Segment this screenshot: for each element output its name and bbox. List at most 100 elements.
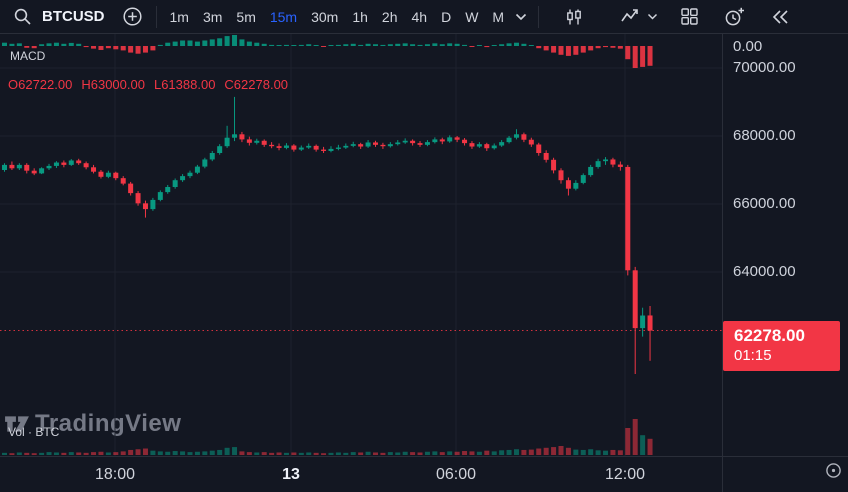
price-axis-label: 64000.00 [733,263,796,280]
chart-pane[interactable]: TradingView MACD O62722.00 H63000.00 L61… [0,34,722,456]
macd-histogram-bar [521,43,527,46]
macd-histogram-bar [180,40,186,46]
timeframe-4h[interactable]: 4h [404,5,434,29]
indicators-icon[interactable] [617,4,644,29]
volume-bar [462,451,468,455]
candle-body [239,134,245,140]
macd-histogram-bar [603,46,609,48]
axis-corner-border [722,457,723,492]
candle-body [610,159,616,165]
volume-bar [217,449,223,455]
layout-grid-icon[interactable] [677,4,702,29]
candle-body [313,145,319,150]
macd-histogram-bar [647,46,653,66]
candle-body [254,140,260,143]
candle-body [9,164,15,169]
search-icon[interactable] [10,4,35,29]
volume-bar [432,451,438,455]
macd-histogram-bar [328,45,334,46]
volume-bar [402,451,408,455]
volume-bar [98,451,104,455]
replay-rewind-icon[interactable] [767,5,793,29]
candle-body [588,166,594,176]
timeframe-M[interactable]: M [485,5,511,29]
time-axis-label: 18:00 [94,466,136,483]
macd-histogram-bar [513,42,519,46]
candle-body [558,170,564,181]
macd-histogram-bar [350,43,356,46]
timeframe-30m[interactable]: 30m [304,5,345,29]
timeframe-2h[interactable]: 2h [375,5,405,29]
volume-bar [543,447,549,455]
candle-body [76,160,82,164]
chevron-down-icon[interactable] [644,10,661,23]
timeframe-W[interactable]: W [458,5,485,29]
macd-histogram-bar [387,44,393,46]
volume-bar [276,452,282,455]
plus-circle-icon[interactable] [119,3,146,30]
candle-body [232,134,238,138]
macd-histogram-bar [565,46,571,56]
macd-histogram-bar [31,46,37,49]
volume-bar [172,451,178,455]
volume-bar [180,451,186,455]
candle-body [343,145,349,148]
candle-body [172,180,178,187]
candle-body [358,144,364,147]
volume-bar [410,452,416,455]
candle-body [202,159,208,167]
candle-body [187,172,193,177]
time-axis[interactable]: 18:00 13 06:00 12:00 [0,456,848,492]
macd-histogram-bar [224,36,230,46]
chart-canvas[interactable] [0,34,722,456]
candles-style-icon[interactable] [561,4,587,30]
macd-histogram-bar [269,44,275,46]
symbol-name[interactable]: BTCUSD [42,8,105,25]
macd-histogram-bar [402,43,408,46]
price-axis-label: 66000.00 [733,195,796,212]
macd-histogram-bar [343,44,349,46]
timeframe-3m[interactable]: 3m [196,5,229,29]
volume-indicator-label[interactable]: Vol · BTC [8,425,60,439]
price-scale[interactable]: 0.00 70000.00 68000.00 66000.00 64000.00 62… [722,34,848,456]
candle-body [565,180,571,189]
timeframe-1h[interactable]: 1h [345,5,375,29]
candle-body [365,142,371,147]
volume-bar [573,449,579,455]
volume-bar [365,451,371,455]
volume-bar [513,449,519,455]
volume-bar [395,452,401,455]
candle-body [209,153,215,160]
volume-bar [135,449,141,455]
macd-histogram-bar [98,46,104,50]
chevron-down-icon[interactable] [512,10,530,24]
timeframe-1m[interactable]: 1m [163,5,196,29]
timeframe-5m[interactable]: 5m [229,5,262,29]
volume-bar [306,452,312,455]
macd-histogram-bar [439,44,445,46]
volume-bar [113,452,119,455]
macd-histogram-bar [580,46,586,53]
volume-bar [595,450,601,455]
macd-histogram-bar [16,43,22,46]
macd-histogram-bar [536,46,542,49]
candle-body [424,142,430,145]
macd-histogram-bar [209,39,215,46]
candle-body [387,144,393,147]
alert-clock-plus-icon[interactable] [721,4,748,30]
timeframe-15m[interactable]: 15m [263,5,304,29]
volume-bar [128,449,134,455]
candle-body [150,199,156,210]
candle-body [142,203,148,210]
macd-histogram-bar [53,42,59,46]
candle-body [180,176,186,181]
timeframe-D[interactable]: D [434,5,458,29]
macd-histogram-bar [499,44,505,46]
volume-bar [209,450,215,455]
time-axis-settings-icon[interactable] [825,462,842,484]
volume-bar [202,451,208,455]
candle-body [632,270,638,329]
candle-body [528,139,534,145]
volume-bar [521,449,527,455]
macd-indicator-label[interactable]: MACD [10,49,46,63]
